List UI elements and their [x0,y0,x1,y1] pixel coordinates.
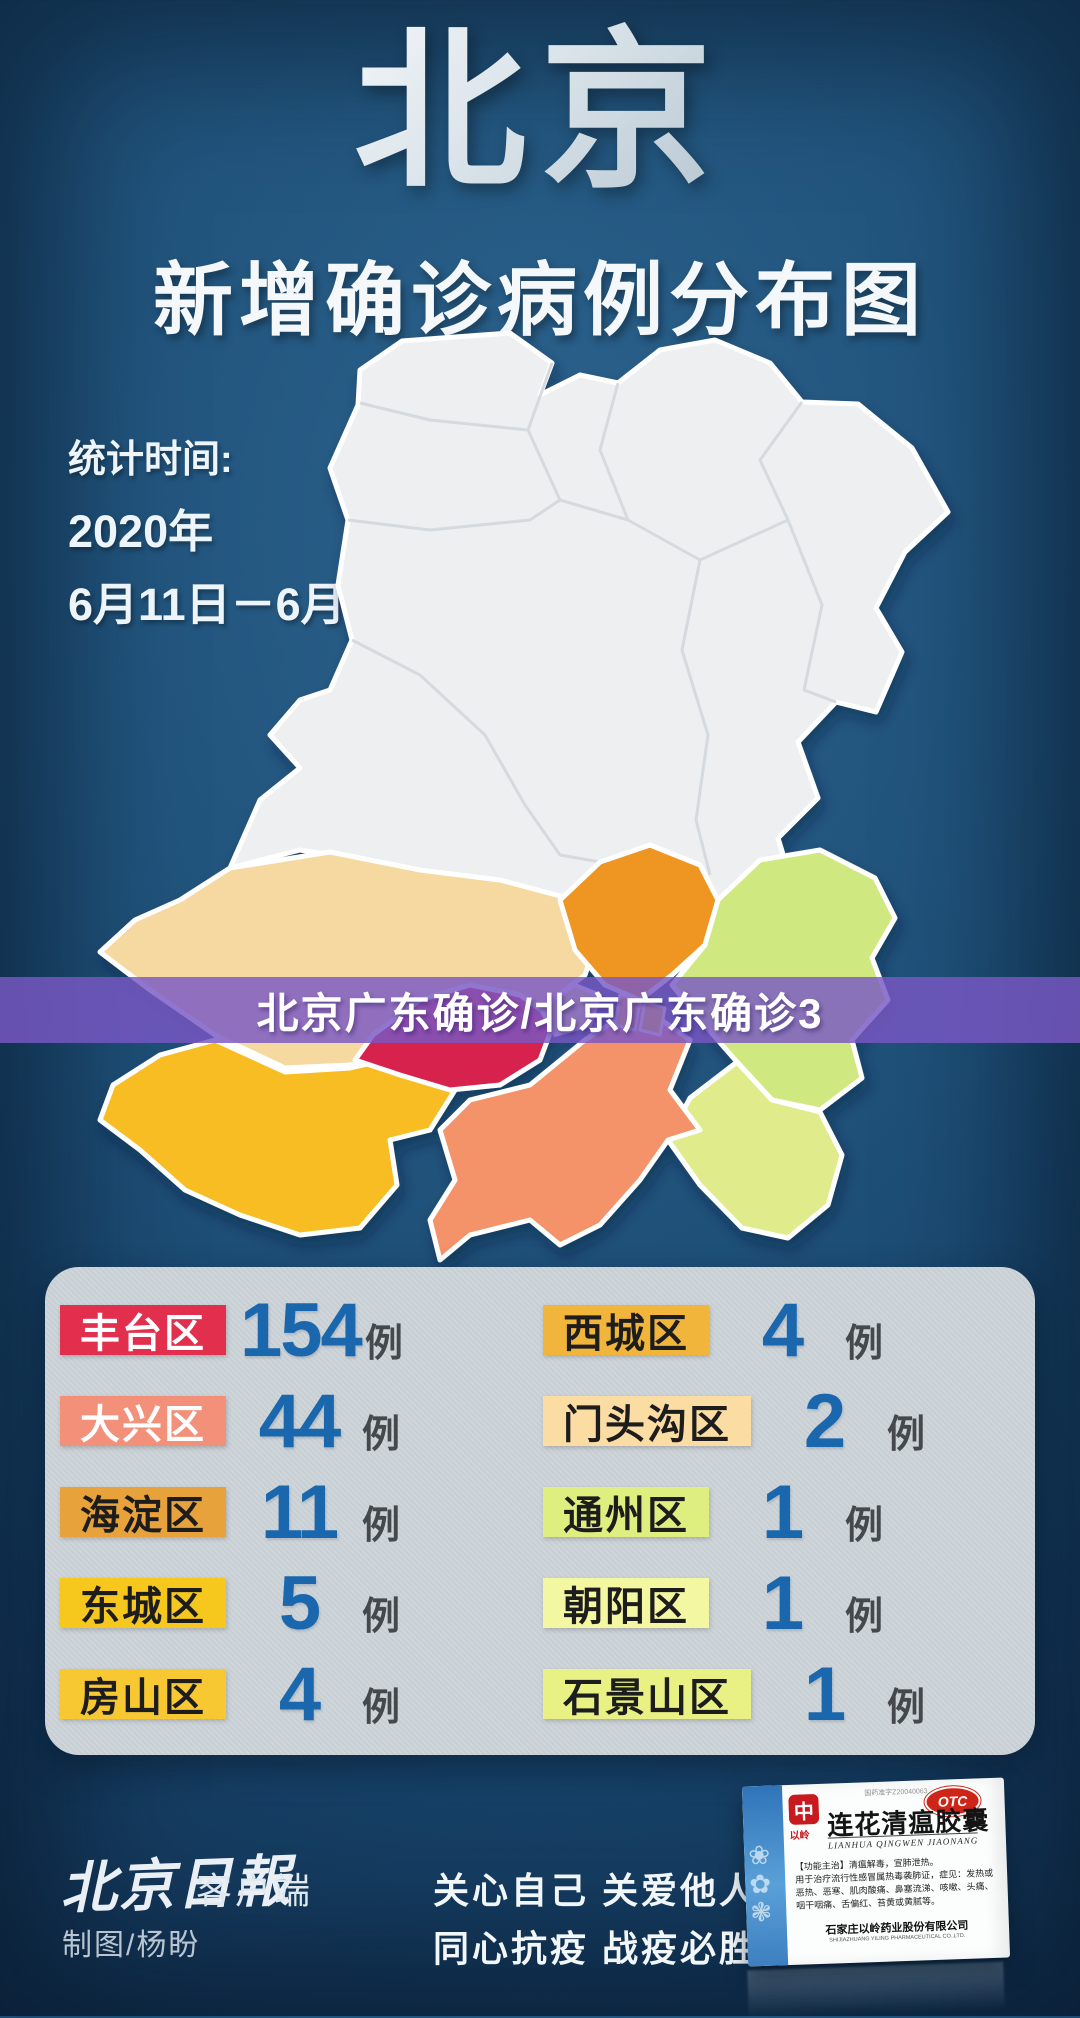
case-count: 4 [761,1287,804,1373]
table-row: 朝阳区 1 例 [543,1561,925,1646]
case-count: 1 [761,1560,804,1646]
case-count: 5 [278,1560,321,1646]
yiling-logo-icon: 中 [788,1793,820,1825]
table-row: 门头沟区 2 例 [543,1379,925,1464]
district-badge: 大兴区 [60,1396,226,1447]
credit-line: 制图/杨盼 [62,1929,201,1962]
table-row: 西城区 4 例 [543,1288,925,1373]
case-unit: 例 [362,1686,401,1729]
table-row: 通州区 1 例 [543,1470,925,1555]
case-count: 1 [803,1651,846,1737]
case-unit: 例 [845,1504,884,1547]
table-row: 丰台区 154 例 [60,1288,403,1373]
district-tongzhou [665,1059,845,1241]
slogan-line-2: 同心抗疫 战疫必胜 [433,1928,759,1969]
district-badge: 海淀区 [60,1487,226,1538]
brand-suffix: 客户端 [196,1870,314,1911]
drug-approval-number: 国药准字Z20040063 [864,1788,928,1798]
district-badge: 西城区 [543,1305,709,1356]
stats-time-label: 统计时间: [68,439,233,481]
case-table-left-column: 丰台区 154 例 大兴区 44 例 海淀区 11 例 东城区 5 例 房山区 … [60,1288,403,1760]
page-subtitle: 新增确诊病例分布图 [153,256,927,345]
ad-box-reflection [747,1961,1005,2018]
case-unit: 例 [887,1686,926,1729]
district-badge: 门头沟区 [543,1396,751,1447]
district-badge: 房山区 [60,1669,226,1720]
table-row: 石景山区 1 例 [543,1652,925,1737]
district-badge: 朝阳区 [543,1578,709,1629]
medicine-ad-box: ❀ ✿ ❃ OTC 中 以岭 国药准字Z20040063 连花清瘟胶囊 LIANHU… [741,1777,1011,1967]
table-row: 东城区 5 例 [60,1561,403,1646]
ad-blue-strip: ❀ ✿ ❃ [741,1785,789,1967]
overlay-banner-text: 北京广东确诊/北京广东确诊3 [256,989,824,1037]
beijing-district-map [97,330,951,1263]
case-count: 4 [278,1651,321,1737]
ad-description: 【功能主治】清瘟解毒，宣肺泄热。 用于治疗流行性感冒属热毒袭肺证，症见：发热或 … [795,1854,997,1913]
yiling-logo-text: 以岭 [789,1830,810,1842]
case-table-right-column: 西城区 4 例 门头沟区 2 例 通州区 1 例 朝阳区 1 例 石景山区 1 … [543,1288,925,1760]
district-north-white [227,330,951,945]
district-badge: 通州区 [543,1487,709,1538]
district-inner-borders [347,362,837,876]
case-unit: 例 [887,1413,926,1456]
page-title: 北京 [0,22,1080,203]
ad-main-area: OTC 中 以岭 国药准字Z20040063 连花清瘟胶囊 LIANHUA QI… [786,1778,1000,1965]
plant-illustration-icon: ❀ ✿ ❃ [747,1839,773,1928]
table-row: 房山区 4 例 [60,1652,403,1737]
overlay-banner: 北京广东确诊/北京广东确诊3 [0,977,1080,1043]
district-badge: 东城区 [60,1578,226,1629]
case-count: 1 [761,1469,804,1555]
case-unit: 例 [362,1504,401,1547]
case-count: 11 [260,1469,339,1555]
case-unit: 例 [845,1322,884,1365]
district-badge: 丰台区 [60,1305,226,1356]
case-count: 154 [240,1287,363,1373]
case-count: 2 [803,1378,846,1464]
table-row: 大兴区 44 例 [60,1379,403,1464]
district-fangshan [97,1037,458,1238]
case-unit: 例 [364,1322,403,1365]
case-unit: 例 [845,1595,884,1638]
table-row: 海淀区 11 例 [60,1470,403,1555]
stats-time-year: 2020年 [68,506,214,557]
case-unit: 例 [362,1413,401,1456]
slogan-line-1: 关心自己 关爱他人 [433,1870,759,1911]
case-table-panel: 丰台区 154 例 大兴区 44 例 海淀区 11 例 东城区 5 例 房山区 … [45,1267,1035,1755]
case-unit: 例 [362,1595,401,1638]
case-count: 44 [258,1378,342,1464]
district-badge: 石景山区 [543,1669,751,1720]
